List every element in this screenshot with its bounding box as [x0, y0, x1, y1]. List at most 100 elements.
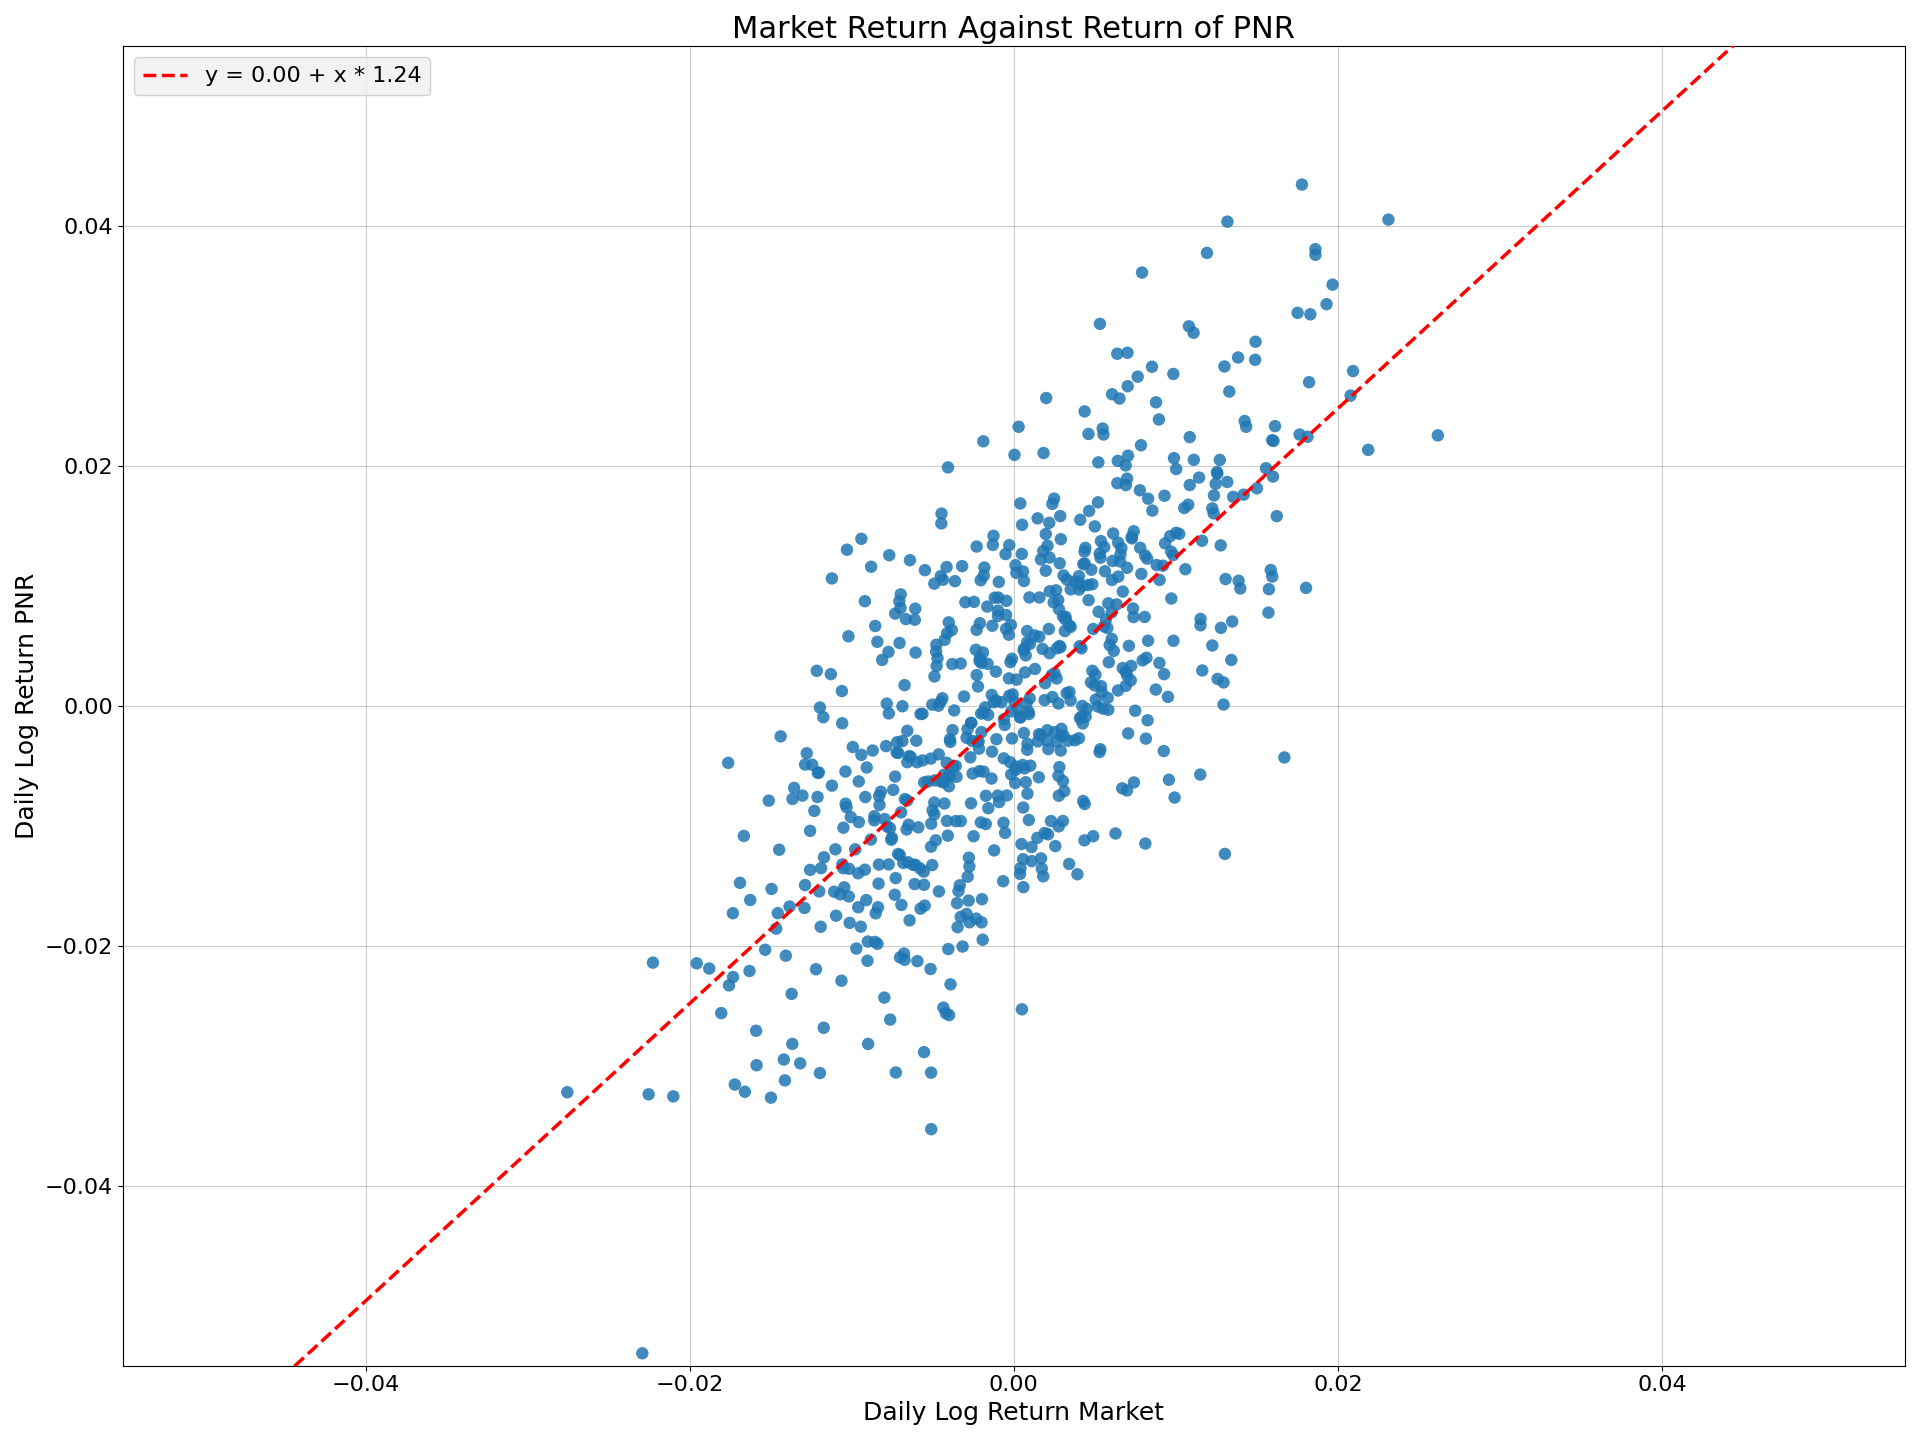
Point	[966, 569, 996, 592]
Point	[996, 647, 1027, 670]
Point	[916, 747, 947, 770]
Point	[970, 696, 1000, 719]
Point	[883, 742, 914, 765]
Point	[925, 503, 956, 526]
Point	[1114, 444, 1144, 467]
Point	[979, 691, 1010, 714]
Point	[1196, 634, 1227, 657]
Point	[803, 785, 833, 808]
Point	[891, 608, 922, 631]
Point	[860, 930, 891, 953]
Point	[1148, 554, 1179, 577]
Point	[1094, 651, 1125, 674]
Point	[1140, 678, 1171, 701]
Point	[733, 959, 764, 982]
Point	[966, 887, 996, 910]
Point	[1002, 697, 1033, 720]
Point	[1144, 651, 1175, 674]
Point	[970, 556, 1000, 579]
Point	[1187, 660, 1217, 683]
Point	[960, 907, 991, 930]
Point	[1016, 755, 1046, 778]
Point	[1033, 822, 1064, 845]
Point	[954, 910, 985, 933]
Point	[1054, 681, 1085, 704]
Point	[1112, 664, 1142, 687]
Point	[1108, 657, 1139, 680]
Point	[1162, 521, 1192, 544]
Point	[1064, 577, 1094, 600]
Point	[912, 770, 943, 793]
Point	[1085, 530, 1116, 553]
Point	[881, 730, 912, 753]
Point	[1162, 458, 1192, 481]
Point	[1092, 687, 1123, 710]
Point	[866, 648, 897, 671]
Point	[950, 903, 981, 926]
Point	[806, 857, 837, 880]
Point	[968, 929, 998, 952]
Point	[1198, 501, 1229, 524]
Point	[998, 444, 1029, 467]
Point	[1119, 770, 1150, 793]
Point	[1112, 779, 1142, 802]
Point	[835, 805, 866, 828]
Point	[1073, 422, 1104, 445]
Point	[962, 730, 993, 753]
Point	[1098, 639, 1129, 662]
Point	[833, 886, 864, 909]
Point	[1041, 730, 1071, 753]
Point	[1100, 822, 1131, 845]
Point	[1102, 564, 1133, 588]
Point	[983, 783, 1014, 806]
Point	[1039, 662, 1069, 685]
Point	[1196, 497, 1227, 520]
Point	[1037, 492, 1068, 516]
Point	[1044, 635, 1075, 658]
Point	[1217, 485, 1248, 508]
Point	[826, 680, 856, 703]
Point	[1079, 516, 1110, 539]
Point	[1131, 547, 1162, 570]
Point	[968, 701, 998, 724]
Point	[943, 880, 973, 903]
Point	[927, 996, 958, 1020]
Point	[1290, 576, 1321, 599]
Point	[1004, 857, 1035, 880]
Point	[864, 785, 895, 808]
Point	[1033, 618, 1064, 641]
Point	[874, 641, 904, 664]
Point	[904, 703, 935, 726]
Point	[933, 456, 964, 480]
Point	[1048, 605, 1079, 628]
Point	[899, 854, 929, 877]
Point	[881, 867, 912, 890]
Point	[1043, 693, 1073, 716]
Point	[770, 945, 801, 968]
Point	[1092, 592, 1123, 615]
Point	[1300, 238, 1331, 261]
Point	[1373, 207, 1404, 230]
Point	[966, 811, 996, 834]
Point	[1000, 772, 1031, 795]
Point	[987, 870, 1018, 893]
Point	[1223, 569, 1254, 592]
Point	[1106, 776, 1137, 799]
Point	[987, 691, 1018, 714]
Point	[954, 746, 985, 769]
Point	[1043, 785, 1073, 808]
Point	[1044, 598, 1075, 621]
Point	[1140, 553, 1171, 576]
Point	[1073, 589, 1104, 612]
Point	[1154, 768, 1185, 791]
Point	[1077, 660, 1108, 683]
Point	[929, 763, 960, 786]
Point	[1006, 513, 1037, 536]
Point	[1104, 387, 1135, 410]
Point	[843, 770, 874, 793]
Point	[899, 608, 929, 631]
Point	[908, 749, 939, 772]
Point	[889, 949, 920, 972]
Point	[1096, 569, 1127, 592]
Point	[849, 590, 879, 613]
